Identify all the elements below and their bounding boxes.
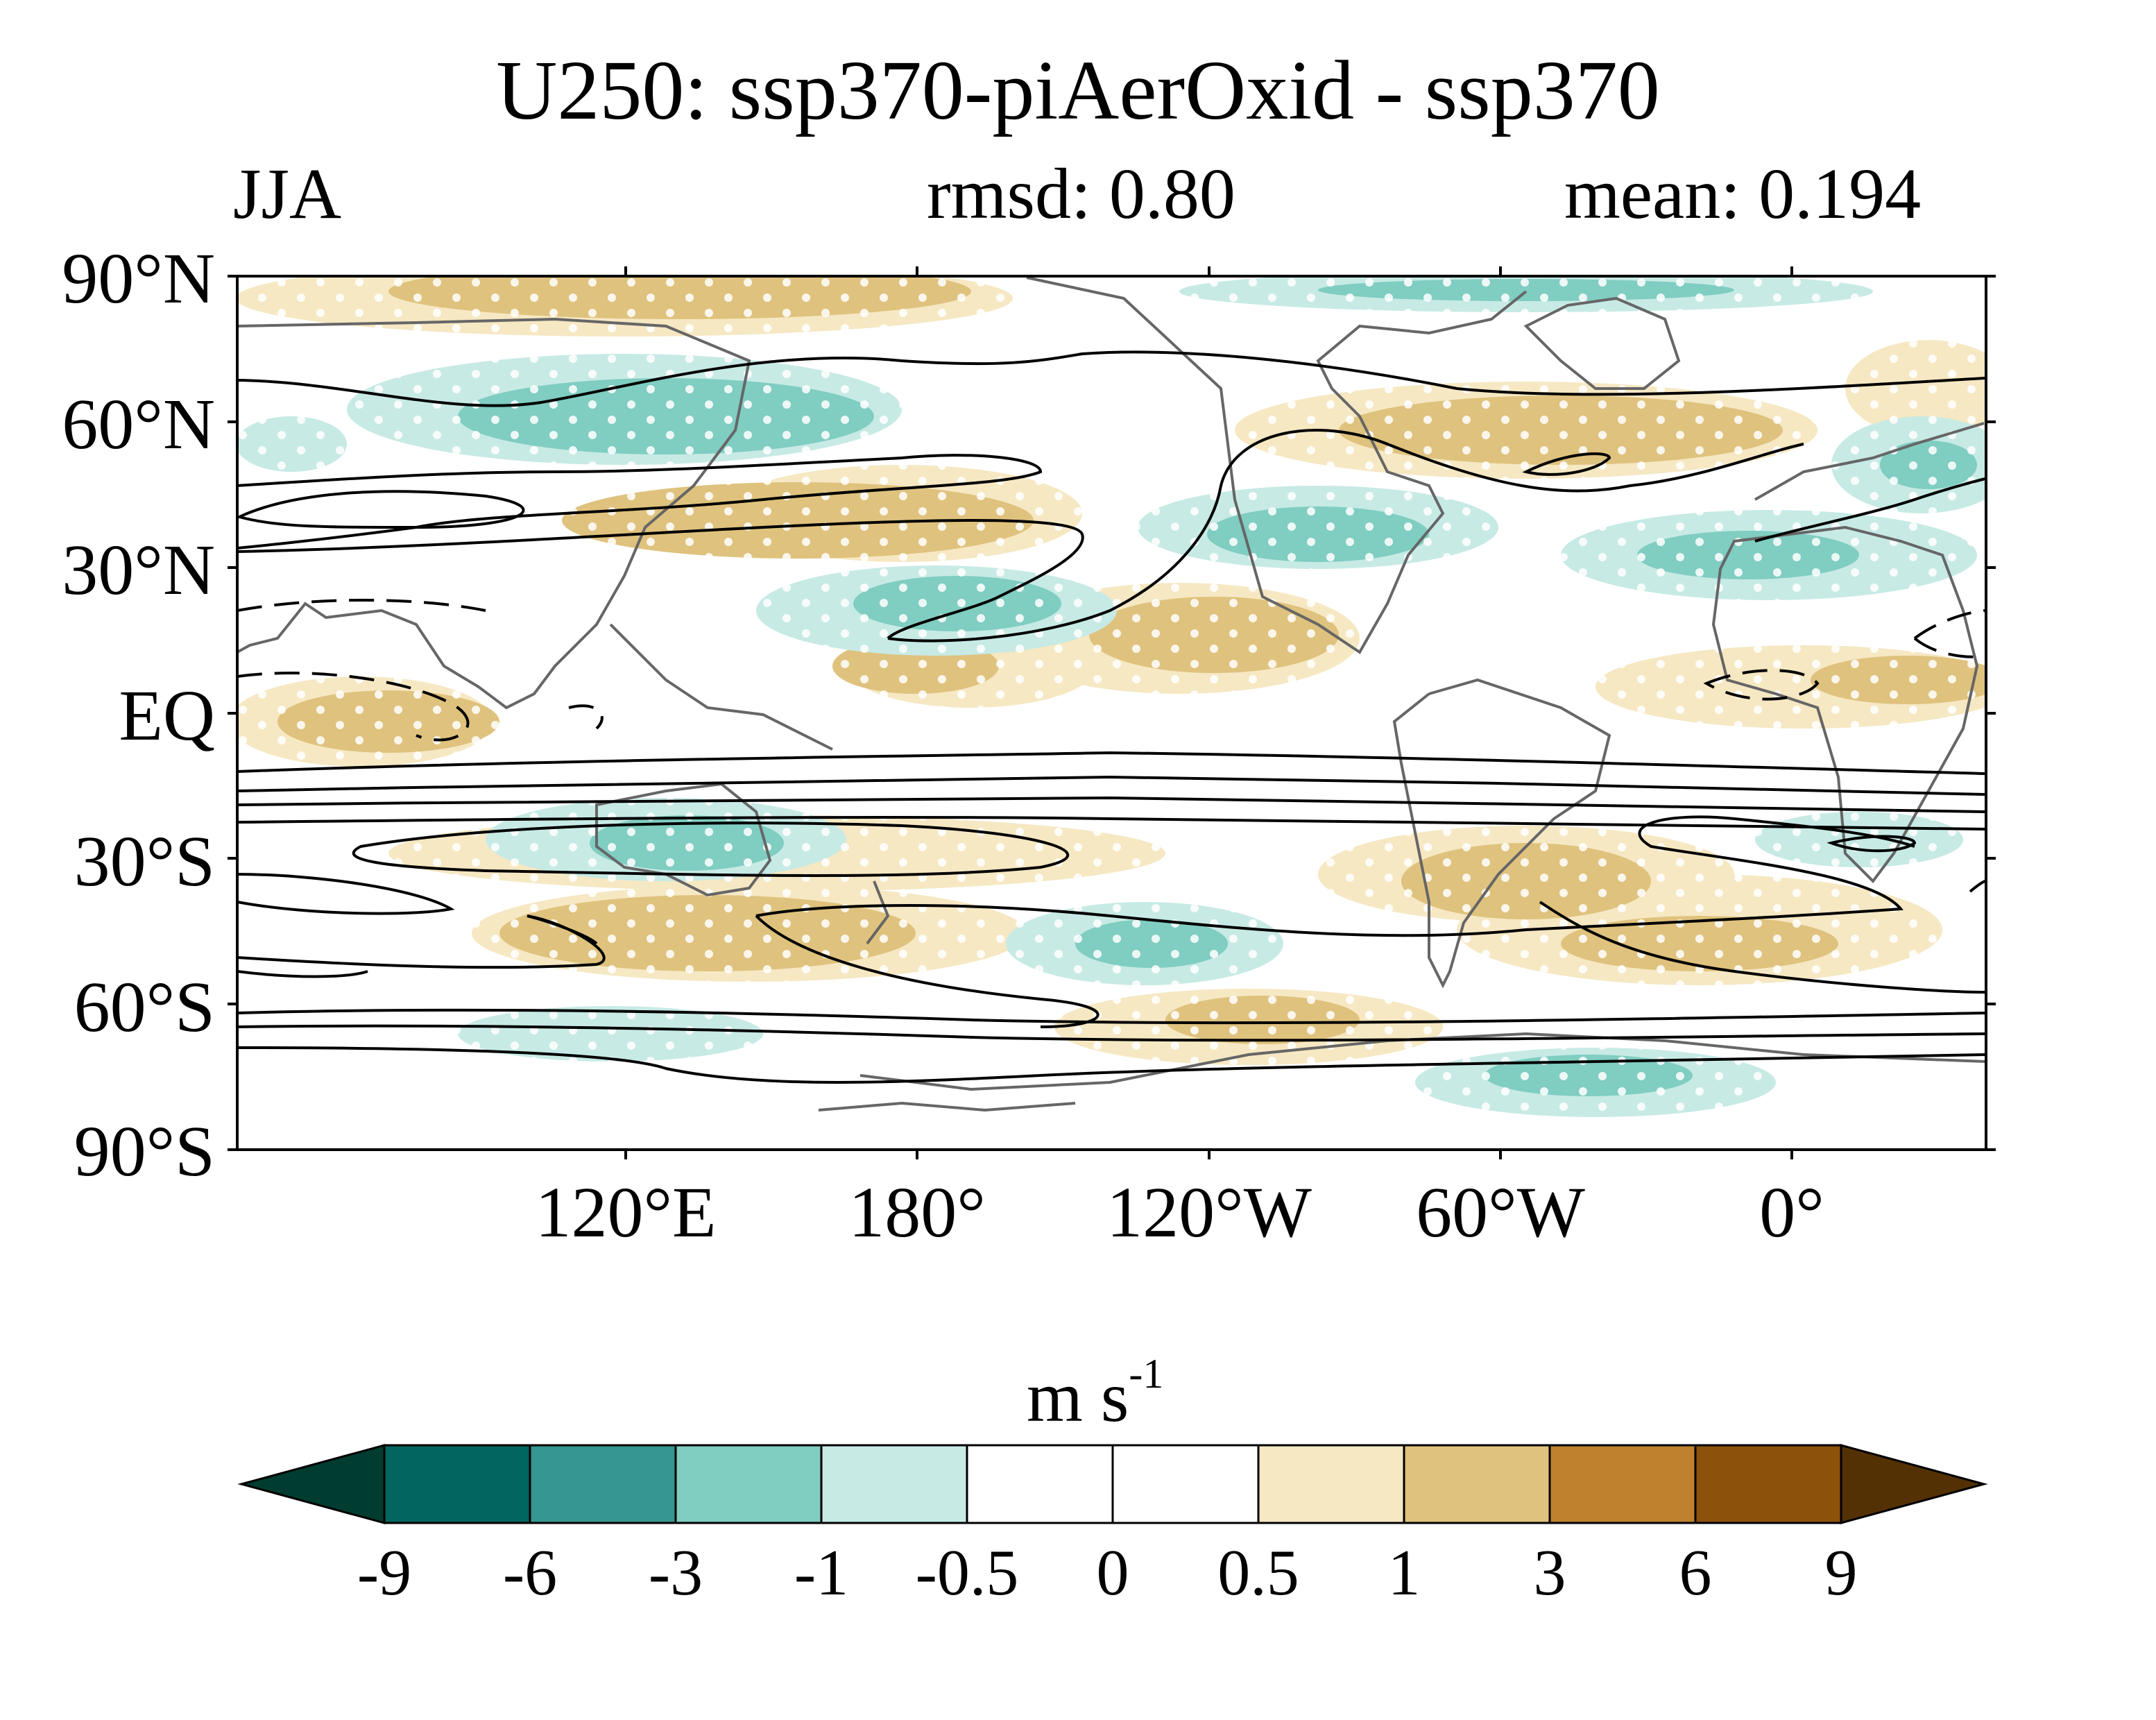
colorbar-bin: [1548, 1444, 1697, 1524]
colorbar-label: 0: [1096, 1537, 1129, 1609]
colorbar-bin: [966, 1444, 1114, 1524]
lat-label-90s: 90°S: [74, 1112, 215, 1191]
colorbar: [237, 1444, 1988, 1524]
colorbar-label: 0.5: [1217, 1537, 1299, 1609]
lat-label-30n: 30°N: [62, 530, 215, 610]
lon-label-120e: 120°E: [535, 1173, 717, 1252]
colorbar-label: 9: [1824, 1537, 1858, 1609]
colorbar-label: -0.5: [915, 1537, 1019, 1609]
map-panel: [237, 276, 1986, 1150]
colorbar-bin: [1111, 1444, 1260, 1524]
units-text: m s: [1027, 1357, 1129, 1437]
season-label: JJA: [233, 154, 342, 234]
lat-label-60n: 60°N: [62, 384, 215, 464]
colorbar-label: 6: [1679, 1537, 1712, 1609]
lon-label-120w: 120°W: [1106, 1173, 1312, 1252]
lon-label-180: 180°: [848, 1173, 986, 1252]
anomaly-fill-layer: [237, 276, 1986, 1150]
colorbar-bin: [383, 1444, 531, 1524]
lat-label-30s: 30°S: [74, 821, 215, 901]
colorbar-high-extend: [1840, 1444, 1988, 1524]
axis-ticks: [228, 266, 1996, 1159]
lon-label-60w: 60°W: [1416, 1173, 1585, 1252]
figure-title: U250: ssp370-piAerOxid - ssp370: [496, 44, 1660, 137]
negative-contours: [237, 599, 1986, 742]
colorbar-low-extend: [237, 1444, 386, 1524]
units-exponent: -1: [1129, 1351, 1164, 1397]
mean-label: mean: 0.194: [1564, 154, 1922, 234]
colorbar-bin: [1403, 1444, 1551, 1524]
colorbar-bin: [1694, 1444, 1842, 1524]
lat-label-60s: 60°S: [74, 967, 215, 1047]
colorbar-units: m s-1: [1027, 1353, 1163, 1433]
rmsd-label: rmsd: 0.80: [927, 154, 1235, 234]
colorbar-bin: [1257, 1444, 1405, 1524]
colorbar-label: -9: [357, 1537, 412, 1609]
colorbar-bin: [529, 1444, 677, 1524]
lat-label-eq: EQ: [119, 676, 215, 756]
colorbar-label: -6: [502, 1537, 558, 1609]
colorbar-label: 3: [1533, 1537, 1566, 1609]
lon-label-0: 0°: [1759, 1173, 1824, 1252]
climatology-contours: [237, 350, 1986, 1084]
colorbar-bin: [674, 1444, 823, 1524]
lat-label-90n: 90°N: [62, 239, 215, 318]
colorbar-bin: [820, 1444, 968, 1524]
colorbar-label: -1: [794, 1537, 849, 1609]
colorbar-label: 1: [1387, 1537, 1421, 1609]
colorbar-label: -3: [648, 1537, 703, 1609]
